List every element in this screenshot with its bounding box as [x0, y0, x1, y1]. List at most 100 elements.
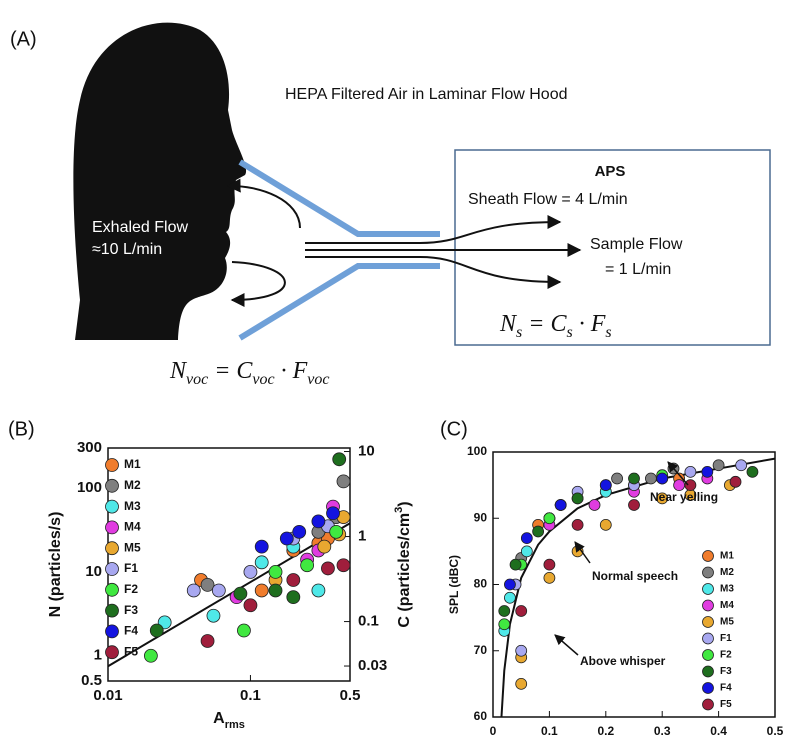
legend-marker: [105, 645, 119, 660]
y-tick-label: 10: [85, 563, 102, 580]
point: [279, 531, 294, 546]
point: [243, 564, 258, 579]
text-part: s: [605, 324, 611, 341]
point: [332, 452, 347, 467]
legend-label: F1: [720, 633, 732, 644]
legend-label: M3: [124, 499, 141, 513]
hood-label: HEPA Filtered Air in Laminar Flow Hood: [285, 86, 567, 103]
point: [268, 583, 283, 598]
point: [656, 472, 669, 485]
point: [712, 459, 725, 472]
charts: (B) 0.01 0.1 0.5 0.5 1 10 100 300 0.03 0.1 1 10 Arms N…: [8, 418, 784, 738]
x-tick-label: 0.2: [597, 724, 614, 738]
text-part: 3: [393, 507, 405, 513]
y-tick-label: 80: [474, 577, 488, 591]
y-tick-label: 1: [94, 647, 102, 664]
x-tick-label: 0.5: [340, 687, 361, 704]
y-tick-label: 60: [474, 709, 488, 723]
sample-label: Sample Flow: [590, 236, 683, 253]
equation: Ns = Cs · Fs: [499, 311, 612, 342]
legend-label: F3: [124, 603, 138, 617]
sample-label: = 1 L/min: [605, 261, 671, 278]
legend-label: F5: [720, 699, 732, 710]
point: [504, 591, 516, 604]
fit-line: [500, 457, 776, 718]
text-part: N: [169, 358, 188, 384]
point: [532, 525, 545, 538]
legend-marker: [105, 520, 119, 535]
legend-label: F2: [720, 650, 732, 661]
legend-marker: [702, 550, 714, 562]
text-part: · F: [275, 358, 308, 384]
point: [645, 472, 657, 485]
point: [684, 465, 697, 478]
text-part: C (particles/cm: [396, 513, 413, 628]
point: [186, 583, 201, 598]
y-tick-label: 300: [77, 439, 102, 456]
panel-label: (C): [440, 418, 468, 440]
fit-line: [107, 522, 351, 668]
x-tick-label: 0.5: [767, 724, 784, 738]
legend-label: M4: [124, 520, 141, 534]
annotation-arrow: [554, 634, 579, 656]
legend-marker: [702, 682, 714, 694]
legend-label: F4: [720, 683, 732, 694]
legend-marker: [105, 624, 119, 639]
point: [588, 499, 601, 511]
point: [701, 465, 714, 478]
text-part: · F: [573, 311, 606, 337]
point: [515, 677, 528, 690]
point: [336, 558, 351, 573]
point: [326, 506, 340, 521]
annotation: Near yelling: [650, 490, 718, 504]
panel-label: (A): [10, 28, 37, 50]
point: [746, 465, 759, 478]
point: [628, 499, 640, 511]
point: [599, 479, 612, 492]
head-silhouette: [73, 22, 247, 340]
x-tick-label: 0.4: [710, 724, 727, 738]
aps-box: [454, 149, 771, 346]
y-tick-label: 100: [77, 479, 102, 496]
y2-tick-label: 0.03: [358, 657, 387, 674]
sheath-label: Sheath Flow = 4 L/min: [468, 191, 628, 208]
point: [628, 472, 640, 485]
point: [268, 564, 283, 579]
point: [599, 518, 612, 531]
legend-marker: [702, 616, 714, 628]
legend-marker: [105, 582, 119, 597]
point: [543, 571, 556, 584]
y2-axis-label: C (particles/cm3): [393, 501, 413, 627]
legend-label: M1: [124, 457, 141, 471]
point: [321, 561, 335, 576]
point: [286, 590, 301, 605]
text-part: voc: [252, 371, 274, 388]
point: [254, 583, 269, 598]
y-tick-label: 90: [474, 510, 488, 524]
point: [684, 479, 697, 492]
equation: Nvoc = Cvoc · Fvoc: [169, 358, 330, 389]
aps-label: APS: [595, 163, 626, 180]
point: [611, 472, 623, 485]
text-part: s: [516, 324, 522, 341]
legend-marker: [702, 599, 714, 612]
funnel: [238, 159, 440, 341]
point: [143, 648, 158, 663]
text-part: = C: [208, 358, 253, 384]
point: [311, 583, 326, 598]
y2-tick-label: 0.1: [358, 613, 379, 630]
legend-label: F5: [124, 644, 138, 658]
annotation: Normal speech: [592, 569, 678, 583]
legend-marker: [105, 499, 119, 514]
point: [211, 583, 226, 598]
legend-label: M4: [720, 600, 734, 611]
legend-marker: [105, 541, 119, 556]
legend-marker: [105, 458, 119, 472]
exhaled-label: Exhaled Flow: [92, 219, 188, 236]
x-tick-label: 0.3: [654, 724, 671, 738]
point: [515, 605, 528, 617]
legend-label: M5: [720, 617, 734, 628]
x-tick-label: 0.1: [240, 687, 261, 704]
y-tick-label: 70: [474, 643, 488, 657]
legend-marker: [702, 583, 714, 595]
